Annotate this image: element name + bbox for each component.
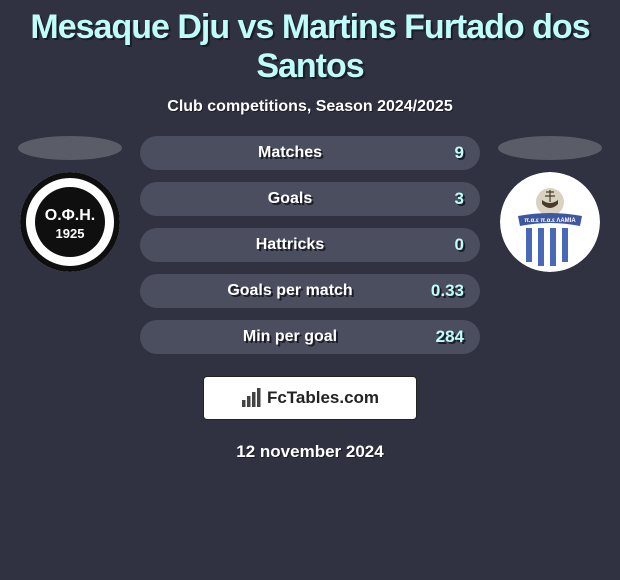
stat-row: Goals3 (140, 182, 480, 216)
brand-badge: FcTables.com (203, 376, 417, 420)
stat-label: Min per goal (156, 328, 424, 346)
left-player-photo-placeholder (18, 136, 122, 160)
right-player-column: π.α.ε π.α.ε ΛΑΜΙΑ (490, 136, 610, 272)
bars-icon (241, 388, 261, 408)
stat-value: 3 (424, 189, 464, 209)
stat-label: Goals per match (156, 282, 424, 300)
page-title: Mesaque Dju vs Martins Furtado dos Santo… (10, 0, 610, 88)
svg-text:Ο.Φ.Η.: Ο.Φ.Η. (45, 207, 95, 224)
right-club-crest: π.α.ε π.α.ε ΛΑΜΙΑ (500, 172, 600, 272)
stat-row: Goals per match0.33 (140, 274, 480, 308)
svg-text:1925: 1925 (56, 226, 85, 241)
stat-row: Hattricks0 (140, 228, 480, 262)
stat-value: 284 (424, 327, 464, 347)
stat-value: 0.33 (424, 281, 464, 301)
left-player-column: Ο.Φ.Η. 1925 (10, 136, 130, 272)
stat-label: Goals (156, 190, 424, 208)
lamia-crest-svg: π.α.ε π.α.ε ΛΑΜΙΑ (500, 172, 600, 272)
ofi-crest-svg: Ο.Φ.Η. 1925 (20, 172, 120, 272)
brand-text: FcTables.com (267, 388, 379, 408)
date-label: 12 november 2024 (10, 420, 610, 462)
stat-row: Matches9 (140, 136, 480, 170)
stat-label: Matches (156, 144, 424, 162)
svg-text:π.α.ε π.α.ε ΛΑΜΙΑ: π.α.ε π.α.ε ΛΑΜΙΑ (524, 218, 576, 224)
stat-value: 0 (424, 235, 464, 255)
stat-row: Min per goal284 (140, 320, 480, 354)
stats-list: Matches9Goals3Hattricks0Goals per match0… (130, 136, 490, 354)
right-player-photo-placeholder (498, 136, 602, 160)
page-subtitle: Club competitions, Season 2024/2025 (10, 88, 610, 136)
stat-value: 9 (424, 143, 464, 163)
left-club-crest: Ο.Φ.Η. 1925 (20, 172, 120, 272)
stat-label: Hattricks (156, 236, 424, 254)
